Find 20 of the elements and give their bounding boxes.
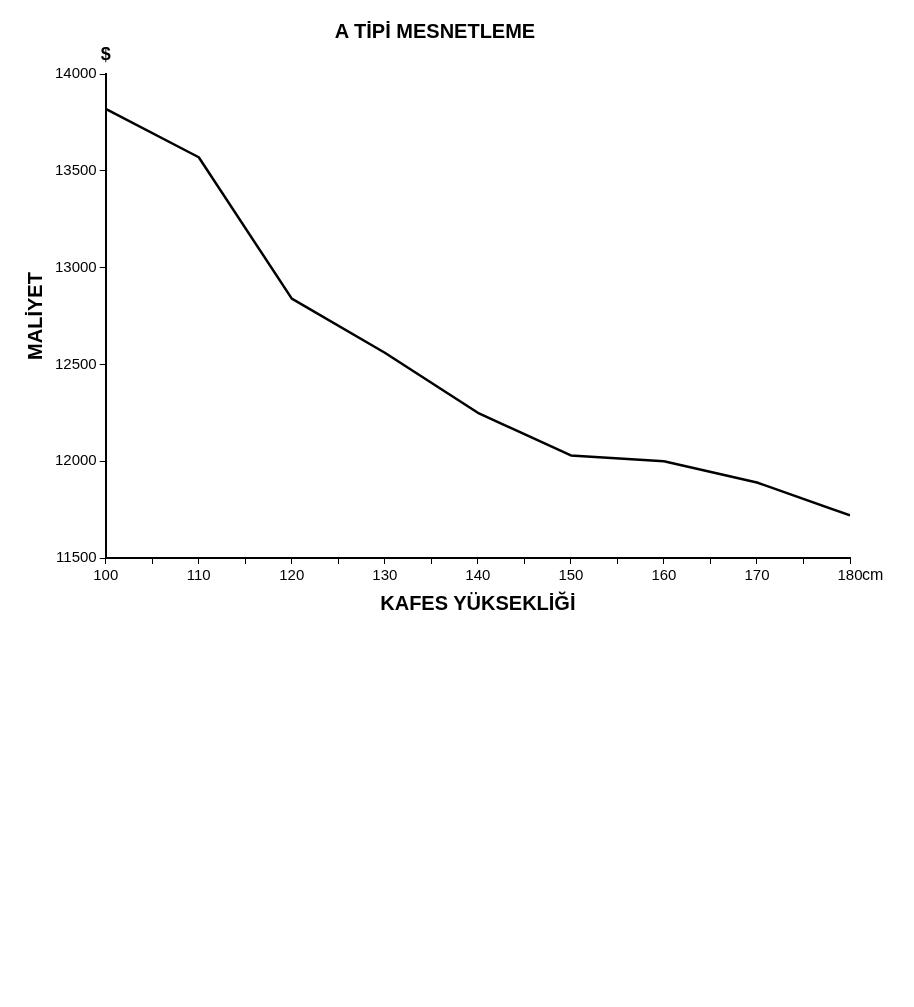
text: cm <box>862 566 884 584</box>
y-tick-label: 12500 <box>54 354 97 372</box>
y-tick-label: 13500 <box>54 160 97 178</box>
x-tick-label: 150 <box>558 566 584 584</box>
x-tick-label: 100 <box>93 566 119 584</box>
x-tick-label: 110 <box>186 566 211 584</box>
y-tick-label: 14000 <box>54 64 97 82</box>
x-tick-label: 130 <box>372 566 398 584</box>
y-tick-label: 11500 <box>56 548 97 566</box>
x-tick-label: 120 <box>279 566 305 584</box>
x-tick-label: 180 <box>837 566 863 584</box>
x-tick-label: 140 <box>465 566 491 584</box>
y-tick-label: 12000 <box>54 451 97 469</box>
y-axis-title: MALİYET <box>23 272 46 360</box>
text: $ <box>100 43 111 64</box>
chart-title: A TİPİ MESNETLEME <box>334 19 536 42</box>
x-tick-label: 160 <box>651 566 677 584</box>
x-tick-label: 170 <box>744 566 770 584</box>
x-axis-title: KAFES YÜKSEKLİĞİ <box>380 590 576 614</box>
y-tick-label: 13000 <box>54 257 97 275</box>
